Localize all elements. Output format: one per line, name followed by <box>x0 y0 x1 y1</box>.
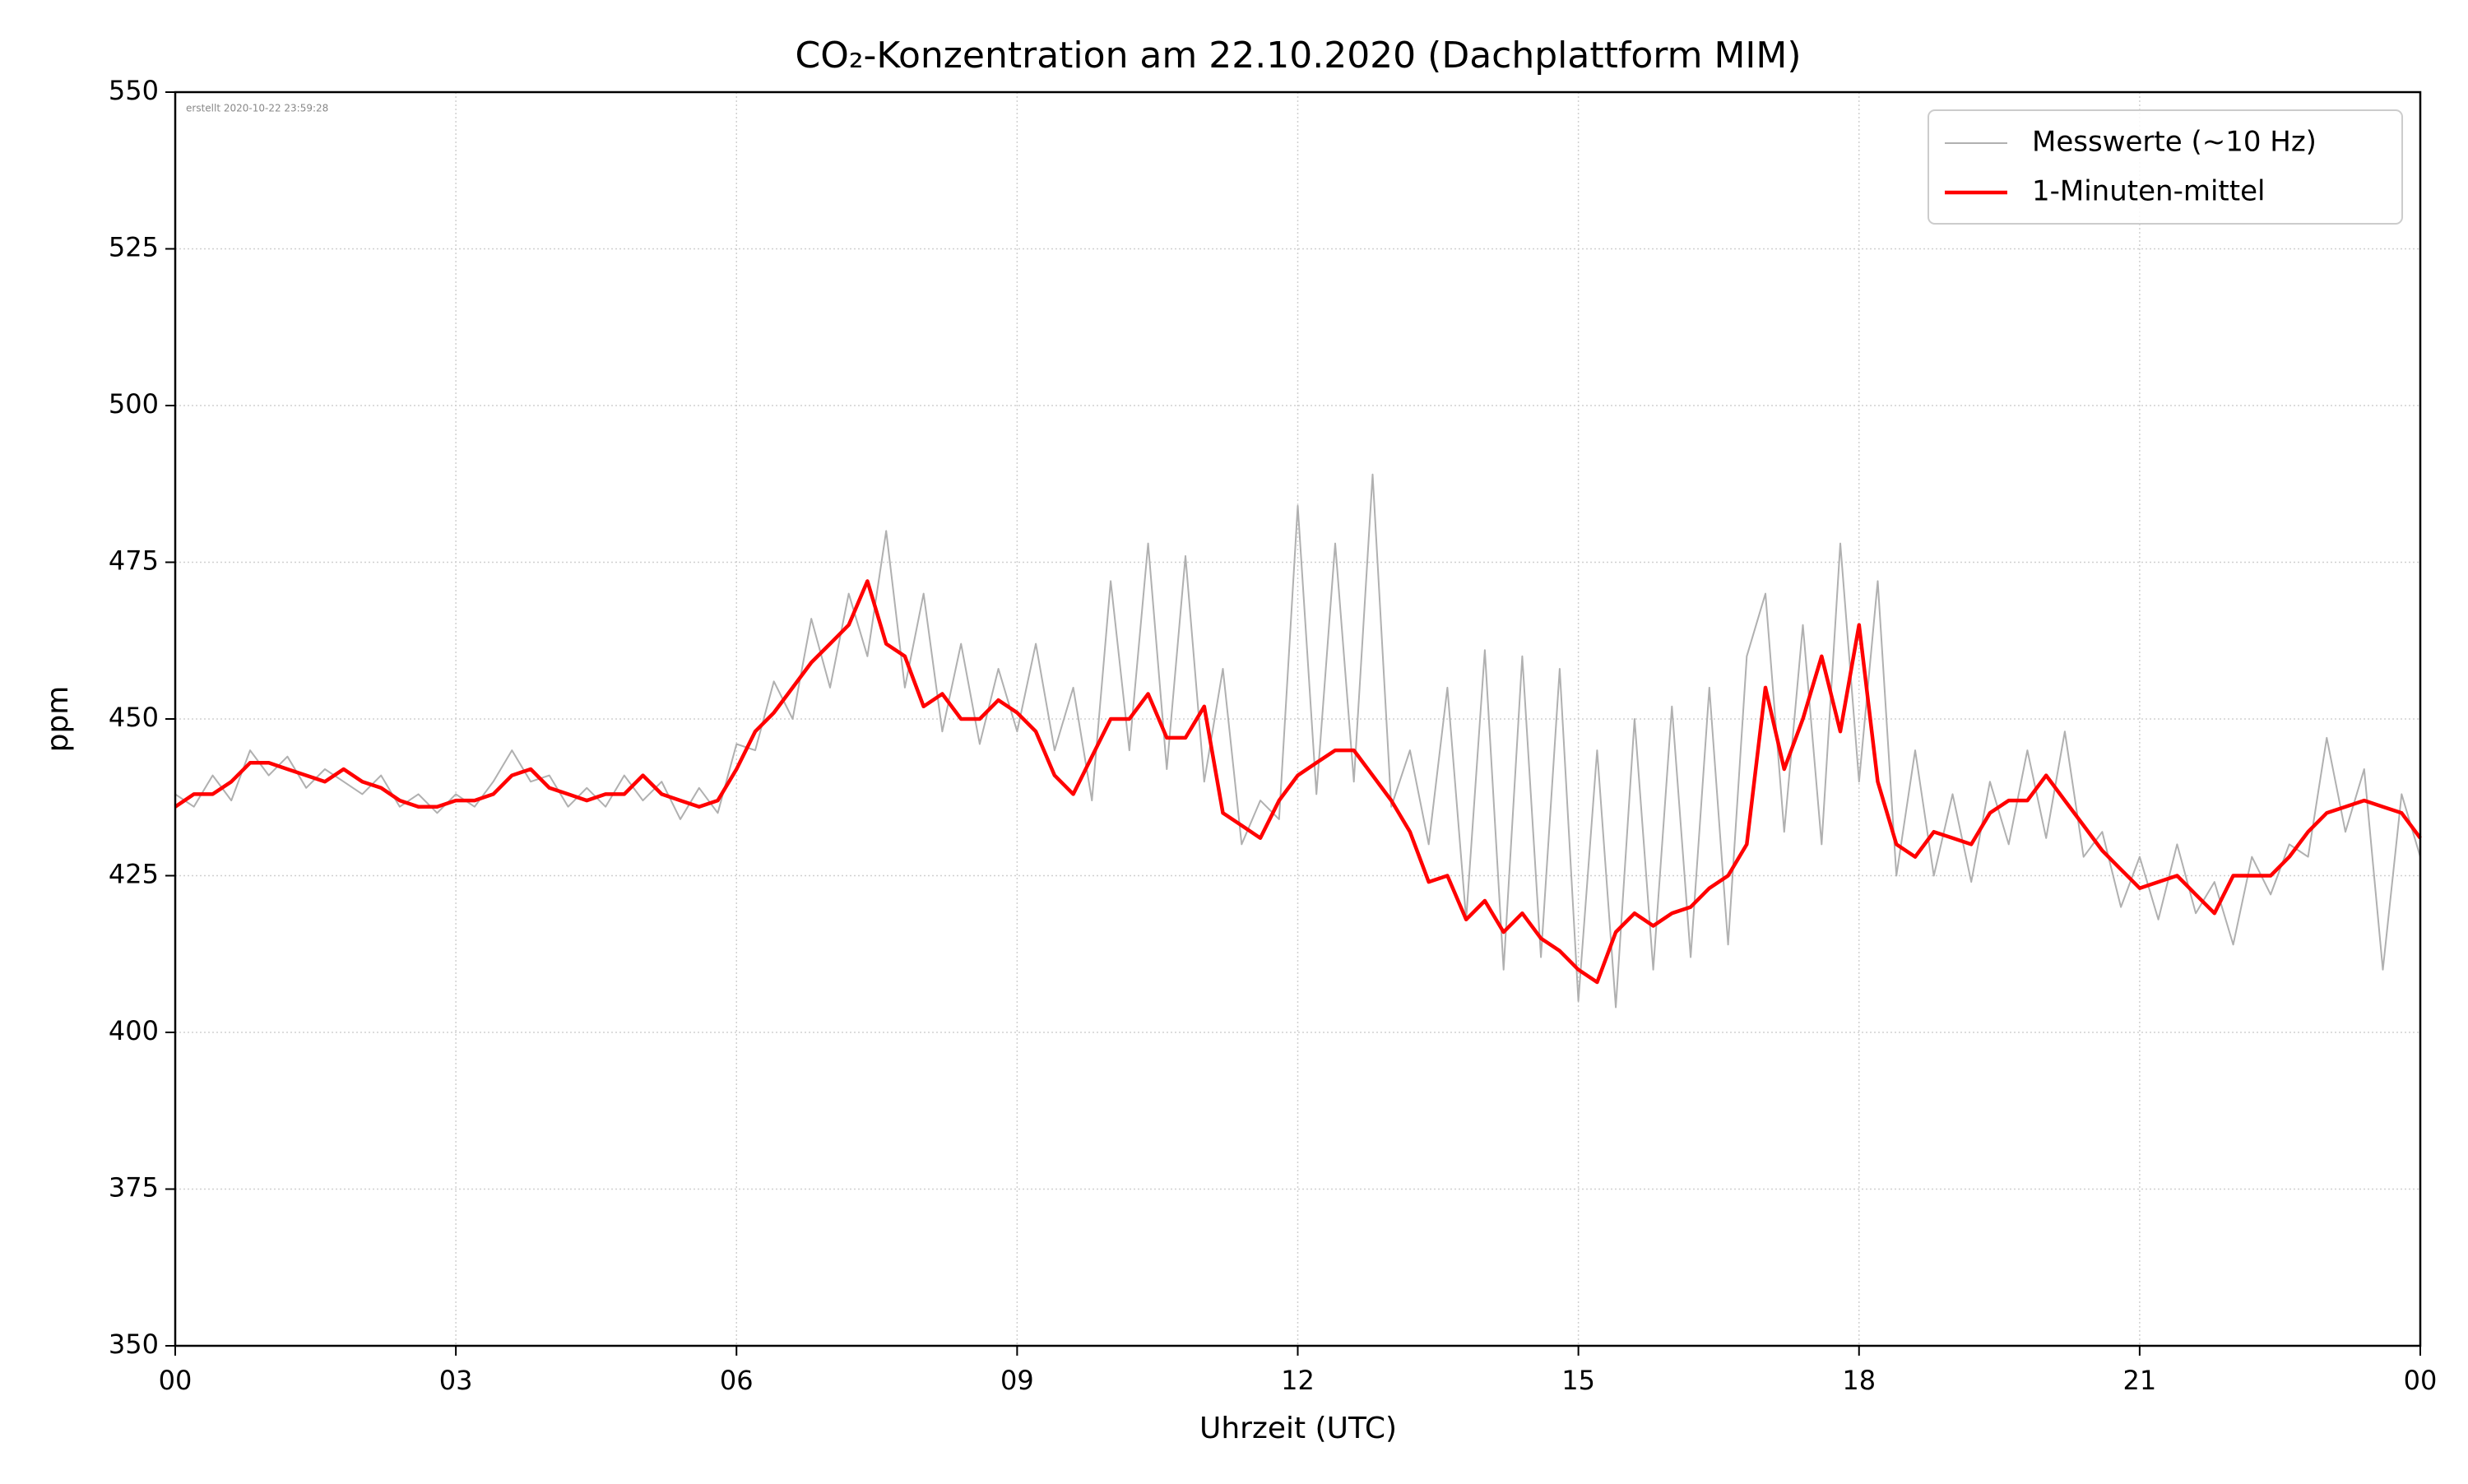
series-line <box>174 579 2422 985</box>
chart-title: CO₂-Konzentration am 22.10.2020 (Dachpla… <box>795 35 1801 77</box>
y-tick-label: 525 <box>109 232 159 263</box>
y-tick-label: 500 <box>109 388 159 420</box>
x-tick-label: 03 <box>439 1365 473 1396</box>
y-tick-label: 475 <box>109 545 159 577</box>
y-tick-label: 375 <box>109 1172 159 1203</box>
y-axis-label: ppm <box>41 686 75 753</box>
y-tick-label: 425 <box>109 859 159 890</box>
x-tick-label: 06 <box>720 1365 754 1396</box>
y-tick-label: 550 <box>109 75 159 106</box>
x-tick-label: 18 <box>1842 1365 1876 1396</box>
y-tick-label: 400 <box>109 1015 159 1046</box>
x-axis-label: Uhrzeit (UTC) <box>1199 1412 1397 1445</box>
x-tick-label: 21 <box>2123 1365 2157 1396</box>
y-tick-label: 350 <box>109 1329 159 1360</box>
x-tick-label: 15 <box>1561 1365 1595 1396</box>
x-tick-label: 09 <box>1000 1365 1034 1396</box>
annotation: erstellt 2020-10-22 23:59:28 <box>186 103 328 114</box>
x-tick-label: 00 <box>159 1365 193 1396</box>
plot-frame <box>174 90 2422 1347</box>
legend-box <box>1928 109 2403 225</box>
x-tick-label: 12 <box>1281 1365 1315 1396</box>
legend-label: Messwerte (~10 Hz) <box>2032 126 2317 159</box>
x-tick-label: 00 <box>2404 1365 2438 1396</box>
series-line <box>174 473 2421 1009</box>
legend-label: 1-Minuten-mittel <box>2032 175 2265 208</box>
y-tick-label: 450 <box>109 702 159 733</box>
